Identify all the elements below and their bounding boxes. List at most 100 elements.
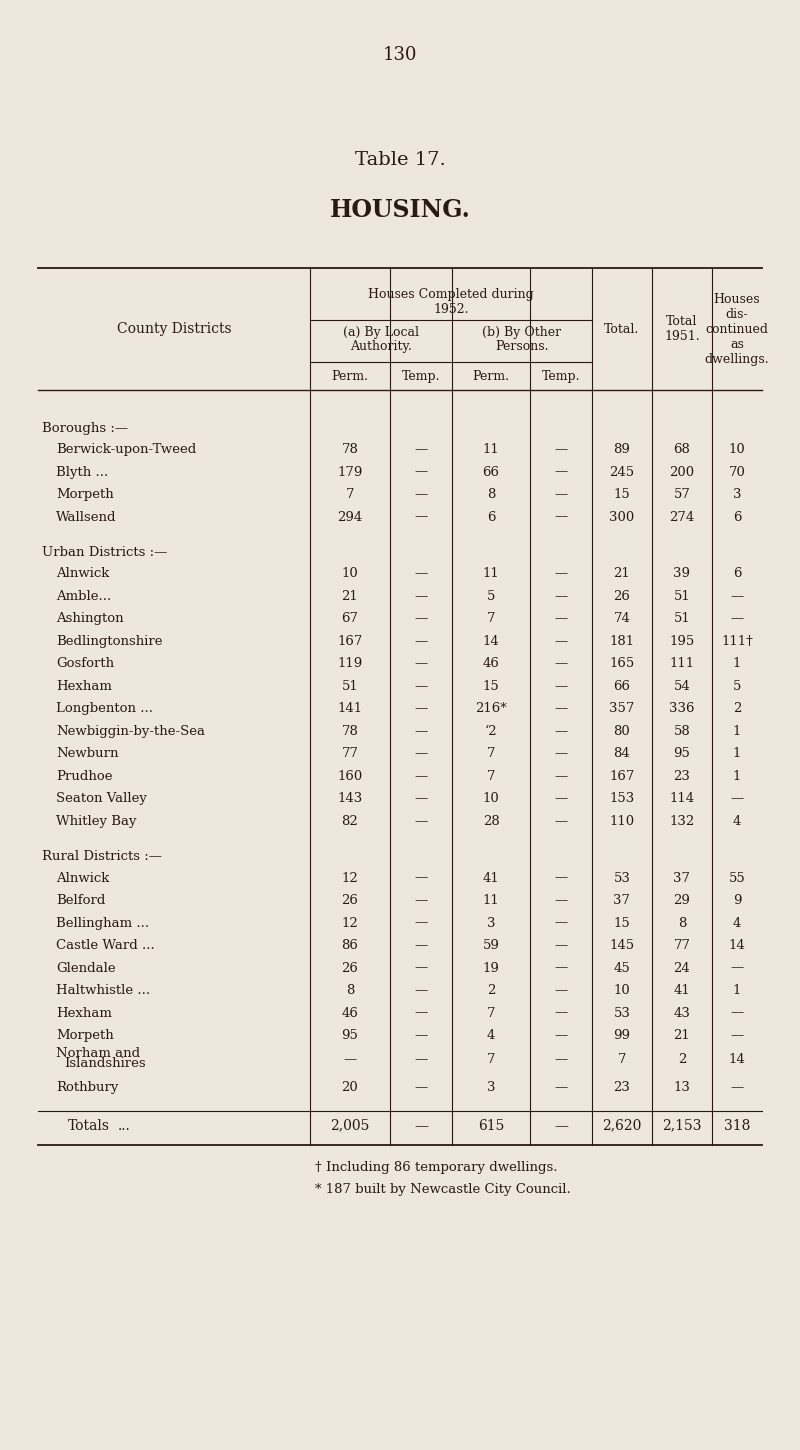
Text: Total.: Total. [604,322,640,335]
Text: —: — [730,612,744,625]
Text: 1: 1 [733,657,741,670]
Text: —: — [554,590,568,603]
Text: 67: 67 [342,612,358,625]
Text: 53: 53 [614,1006,630,1019]
Text: —: — [554,567,568,580]
Text: Temp.: Temp. [542,370,580,383]
Text: 14: 14 [729,940,746,953]
Text: 9: 9 [733,895,742,908]
Text: 78: 78 [342,444,358,455]
Text: 2: 2 [678,1053,686,1066]
Text: † Including 86 temporary dwellings.: † Including 86 temporary dwellings. [315,1160,558,1173]
Text: 7: 7 [618,1053,626,1066]
Text: 7: 7 [486,1006,495,1019]
Text: —: — [554,871,568,884]
Text: Authority.: Authority. [350,339,412,352]
Text: —: — [414,612,428,625]
Text: ‘2: ‘2 [485,725,498,738]
Text: —: — [414,465,428,478]
Text: 21: 21 [342,590,358,603]
Text: 130: 130 [382,46,418,64]
Text: 78: 78 [342,725,358,738]
Text: Bedlingtonshire: Bedlingtonshire [56,635,162,648]
Text: 86: 86 [342,940,358,953]
Text: —: — [554,444,568,455]
Text: —: — [730,590,744,603]
Text: 51: 51 [674,612,690,625]
Text: Amble...: Amble... [56,590,111,603]
Text: Houses Completed during: Houses Completed during [368,287,534,300]
Text: 80: 80 [614,725,630,738]
Text: 26: 26 [614,590,630,603]
Text: 114: 114 [670,792,694,805]
Text: —: — [554,489,568,502]
Text: 12: 12 [342,871,358,884]
Text: 95: 95 [342,1030,358,1043]
Text: 12: 12 [342,916,358,929]
Text: Belford: Belford [56,895,106,908]
Text: ...: ... [118,1119,130,1132]
Text: —: — [554,1080,568,1093]
Text: —: — [554,770,568,783]
Text: —: — [414,747,428,760]
Text: 2,620: 2,620 [602,1119,642,1132]
Text: Hexham: Hexham [56,680,112,693]
Text: —: — [414,871,428,884]
Text: 336: 336 [670,702,694,715]
Text: —: — [554,612,568,625]
Text: —: — [414,815,428,828]
Text: 141: 141 [338,702,362,715]
Text: —: — [554,985,568,998]
Text: 95: 95 [674,747,690,760]
Text: —: — [554,1119,568,1132]
Text: Whitley Bay: Whitley Bay [56,815,137,828]
Text: —: — [554,1030,568,1043]
Text: 55: 55 [729,871,746,884]
Text: 23: 23 [674,770,690,783]
Text: 10: 10 [342,567,358,580]
Text: —: — [414,590,428,603]
Text: 43: 43 [674,1006,690,1019]
Text: —: — [554,1053,568,1066]
Text: 8: 8 [487,489,495,502]
Text: 10: 10 [614,985,630,998]
Text: —: — [414,940,428,953]
Text: 2,153: 2,153 [662,1119,702,1132]
Text: 37: 37 [674,871,690,884]
Text: —: — [414,702,428,715]
Text: Newbiggin-by-the-Sea: Newbiggin-by-the-Sea [56,725,205,738]
Text: 51: 51 [674,590,690,603]
Text: 66: 66 [614,680,630,693]
Text: 245: 245 [610,465,634,478]
Text: Morpeth: Morpeth [56,489,114,502]
Text: Rural Districts :—: Rural Districts :— [42,850,162,863]
Text: 53: 53 [614,871,630,884]
Text: 5: 5 [733,680,741,693]
Text: 3: 3 [486,916,495,929]
Text: 165: 165 [610,657,634,670]
Text: 216*: 216* [475,702,507,715]
Text: —: — [554,635,568,648]
Text: —: — [414,1119,428,1132]
Text: Islandshires: Islandshires [64,1057,146,1070]
Text: 11: 11 [482,567,499,580]
Text: 57: 57 [674,489,690,502]
Text: —: — [414,961,428,974]
Text: 300: 300 [610,510,634,523]
Text: —: — [554,961,568,974]
Text: 41: 41 [482,871,499,884]
Text: 24: 24 [674,961,690,974]
Text: 167: 167 [338,635,362,648]
Text: (b) By Other: (b) By Other [482,325,562,338]
Text: Rothbury: Rothbury [56,1080,118,1093]
Text: 70: 70 [729,465,746,478]
Text: Alnwick: Alnwick [56,567,110,580]
Text: —: — [414,1080,428,1093]
Text: 7: 7 [346,489,354,502]
Text: 294: 294 [338,510,362,523]
Text: 1: 1 [733,725,741,738]
Text: Newburn: Newburn [56,747,118,760]
Text: Gosforth: Gosforth [56,657,114,670]
Text: 11: 11 [482,444,499,455]
Text: —: — [414,895,428,908]
